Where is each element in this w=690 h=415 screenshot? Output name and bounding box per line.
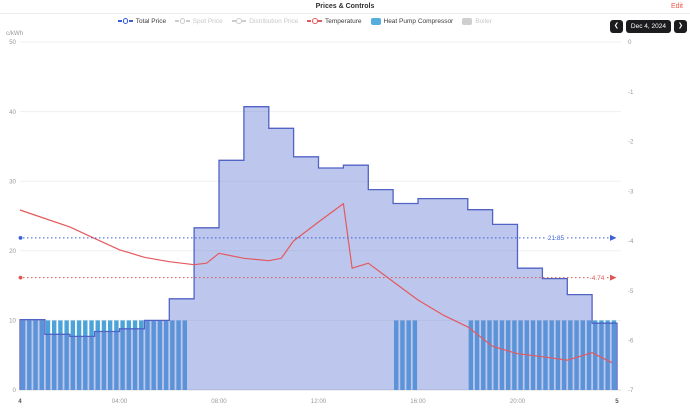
left-axis-tick-label: 20 bbox=[9, 248, 16, 255]
legend-label: Temperature bbox=[325, 18, 362, 25]
total-price-limit-label: 21.85 bbox=[548, 235, 565, 242]
legend: Total Price Spot Price Distribution Pric… bbox=[0, 15, 610, 27]
prev-day-button[interactable]: ❮ bbox=[610, 20, 623, 33]
left-axis-tick-label: 40 bbox=[9, 109, 16, 116]
swatch-marker-icon bbox=[371, 18, 381, 25]
right-axis-tick-label: -1 bbox=[628, 89, 634, 96]
legend-item-boiler[interactable]: Boiler bbox=[462, 18, 492, 25]
legend-label: Distribution Price bbox=[249, 18, 298, 25]
titlebar: Prices & Controls Edit bbox=[0, 0, 690, 14]
right-axis-tick-label: 0 bbox=[628, 39, 632, 46]
legend-item-heat-pump-compressor[interactable]: Heat Pump Compressor bbox=[371, 18, 454, 25]
total-price-limit-dot bbox=[19, 236, 23, 240]
line-marker-icon bbox=[118, 18, 133, 24]
right-axis-tick-label: -4 bbox=[628, 238, 634, 245]
temperature-limit-label: -4.74 bbox=[590, 275, 605, 282]
x-axis-tick-label: 04:00 bbox=[112, 398, 128, 405]
left-axis-tick-label: 30 bbox=[9, 178, 16, 185]
next-day-button[interactable]: ❯ bbox=[674, 20, 687, 33]
legend-item-distribution-price[interactable]: Distribution Price bbox=[232, 18, 299, 25]
chart-svg: 21.85 -4.74 c/kWh 50 40 30 20 10 0 0 -1 -2 -3 -4 -5 -6 -… bbox=[0, 0, 690, 410]
line-marker-icon bbox=[307, 18, 322, 24]
legend-label: Heat Pump Compressor bbox=[384, 18, 454, 25]
legend-label: Boiler bbox=[475, 18, 492, 25]
legend-item-total-price[interactable]: Total Price bbox=[118, 18, 166, 25]
app: Prices & Controls Edit Total Price Spot … bbox=[0, 0, 690, 410]
date-picker: ❮ Dec 4, 2024 ❯ bbox=[610, 20, 687, 33]
x-axis-tick-label: 4 bbox=[18, 398, 22, 405]
right-axis-tick-label: -2 bbox=[628, 139, 634, 146]
line-marker-icon bbox=[175, 18, 190, 24]
temperature-limit-dot bbox=[19, 276, 23, 280]
legend-item-temperature[interactable]: Temperature bbox=[307, 18, 361, 25]
total-price-limit-arrow-icon bbox=[610, 235, 617, 241]
legend-item-spot-price[interactable]: Spot Price bbox=[175, 18, 223, 25]
x-axis-tick-label: 08:00 bbox=[211, 398, 227, 405]
x-axis-tick-label: 20:00 bbox=[510, 398, 526, 405]
left-axis-tick-label: 50 bbox=[9, 39, 16, 46]
date-button[interactable]: Dec 4, 2024 bbox=[626, 20, 671, 33]
legend-label: Spot Price bbox=[193, 18, 223, 25]
page-title: Prices & Controls bbox=[0, 0, 690, 13]
total-price-area bbox=[20, 107, 617, 390]
left-axis-tick-label: 0 bbox=[13, 387, 17, 394]
right-axis-tick-label: -6 bbox=[628, 337, 634, 344]
legend-label: Total Price bbox=[136, 18, 166, 25]
edit-link[interactable]: Edit bbox=[671, 0, 683, 13]
line-marker-icon bbox=[232, 18, 247, 24]
x-axis-tick-label: 5 bbox=[615, 398, 619, 405]
right-axis-tick-label: -3 bbox=[628, 188, 634, 195]
left-axis-unit-label: c/kWh bbox=[6, 30, 24, 37]
x-axis-tick-label: 12:00 bbox=[311, 398, 327, 405]
right-axis-tick-label: -7 bbox=[628, 387, 634, 394]
right-axis-tick-label: -5 bbox=[628, 288, 634, 295]
x-axis-tick-label: 16:00 bbox=[410, 398, 426, 405]
left-axis-tick-label: 10 bbox=[9, 318, 16, 325]
temperature-limit-arrow-icon bbox=[610, 275, 617, 281]
swatch-marker-icon bbox=[462, 18, 472, 25]
